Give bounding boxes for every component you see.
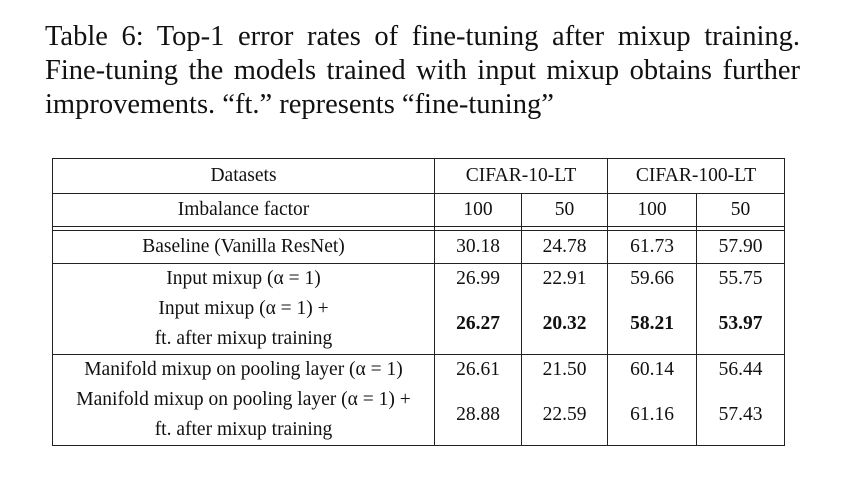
row-label: Baseline (Vanilla ResNet)	[52, 230, 435, 264]
table-cell: 26.61	[434, 354, 522, 385]
caption-line-2: Fine-tuning the models trained with inpu…	[45, 55, 712, 86]
header-cifar10-50: 50	[520, 193, 609, 227]
double-rule	[52, 226, 786, 231]
table-cell: 61.16	[607, 385, 698, 446]
row-label: Input mixup (α = 1) + ft. after mixup tr…	[52, 294, 435, 355]
header-cifar100-100: 100	[607, 193, 698, 227]
table-cell: 28.88	[434, 385, 522, 446]
table-row-baseline: Baseline (Vanilla ResNet) 30.18 24.78 61…	[52, 230, 786, 264]
row-label-line-2: ft. after mixup training	[154, 419, 333, 440]
row-label-line-2: ft. after mixup training	[154, 328, 333, 349]
row-label: Manifold mixup on pooling layer (α = 1)	[52, 354, 435, 385]
row-label-line-1: Input mixup (α = 1) +	[158, 298, 329, 319]
table-cell-best: 26.27	[434, 294, 522, 355]
header-cifar10-100: 100	[434, 193, 522, 227]
table-row-manifold-mixup-ft: Manifold mixup on pooling layer (α = 1) …	[52, 385, 786, 446]
row-label-line-1: Manifold mixup on pooling layer (α = 1) …	[76, 389, 411, 410]
header-cifar100-50: 50	[696, 193, 786, 227]
table-row-input-mixup: Input mixup (α = 1) 26.99 22.91 59.66 55…	[52, 263, 786, 294]
table-cell: 60.14	[607, 354, 698, 385]
header-imbalance-factor: Imbalance factor	[52, 193, 435, 227]
table-cell: 22.91	[520, 263, 609, 294]
table-row-manifold-mixup: Manifold mixup on pooling layer (α = 1) …	[52, 354, 786, 385]
table-cell: 57.43	[696, 385, 786, 446]
row-label: Manifold mixup on pooling layer (α = 1) …	[52, 385, 435, 446]
header-cifar10: CIFAR-10-LT	[433, 158, 609, 194]
table-cell: 24.78	[520, 230, 609, 264]
table-cell: 26.99	[434, 263, 522, 294]
table-cell: 61.73	[607, 230, 698, 264]
table-cell: 55.75	[696, 263, 786, 294]
table-cell-best: 20.32	[520, 294, 609, 355]
table-cell: 21.50	[520, 354, 609, 385]
caption-line-3: further improvements. “ft.” represents “…	[45, 55, 801, 120]
caption-line-1: Table 6: Top-1 error rates of fine-tunin…	[45, 21, 800, 52]
table-cell-best: 53.97	[696, 294, 786, 355]
results-table: Datasets CIFAR-10-LT CIFAR-100-LT Imbala…	[52, 158, 786, 446]
row-label: Input mixup (α = 1)	[52, 263, 435, 294]
table-cell: 59.66	[607, 263, 698, 294]
table-cell: 56.44	[696, 354, 786, 385]
table-cell: 57.90	[696, 230, 786, 264]
table-cell-best: 58.21	[607, 294, 698, 355]
table-cell: 22.59	[520, 385, 609, 446]
table-row-input-mixup-ft: Input mixup (α = 1) + ft. after mixup tr…	[52, 294, 786, 355]
header-row-datasets: Datasets CIFAR-10-LT CIFAR-100-LT	[52, 158, 786, 194]
table-cell: 30.18	[434, 230, 522, 264]
table-caption: Table 6: Top-1 error rates of fine-tunin…	[45, 20, 800, 122]
header-cifar100: CIFAR-100-LT	[607, 158, 786, 194]
header-row-imbalance: Imbalance factor 100 50 100 50	[52, 193, 786, 227]
header-datasets: Datasets	[52, 158, 435, 194]
